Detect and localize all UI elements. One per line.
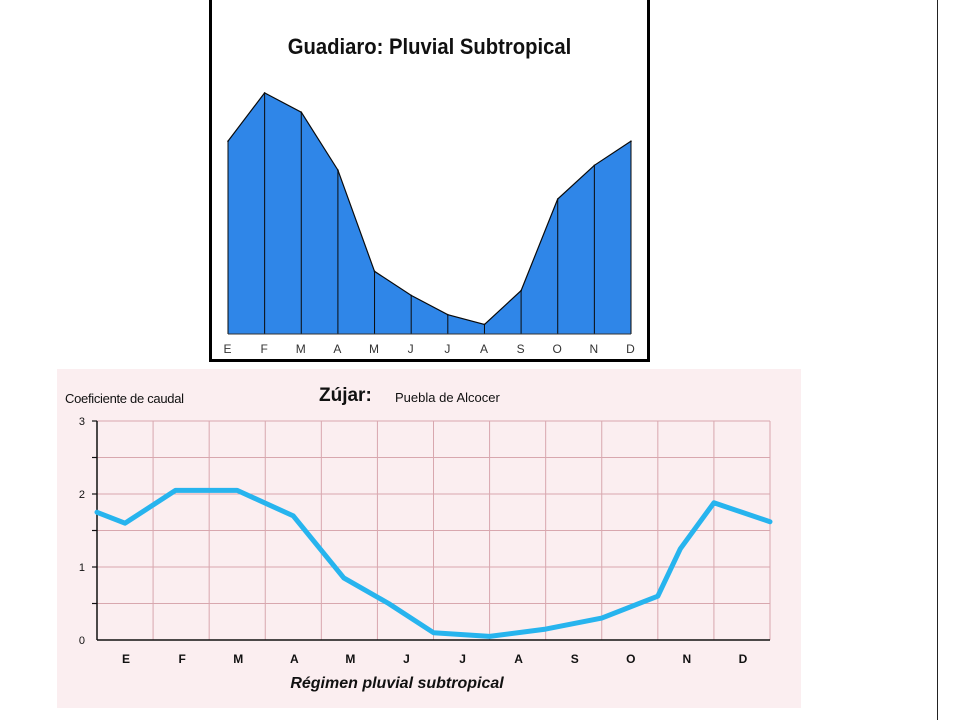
zujar-x-tick-label: J	[403, 652, 410, 666]
zujar-x-tick-label: S	[571, 652, 579, 666]
zujar-chart-plot: 0 1 2 3 E F M A M J J A S O N D	[79, 416, 773, 666]
guadiaro-x-tick-label: E	[223, 342, 232, 356]
guadiaro-x-tick-label: D	[626, 342, 636, 356]
guadiaro-x-tick-label: F	[260, 342, 268, 356]
guadiaro-x-tick-label: A	[333, 342, 342, 356]
guadiaro-chart-title: Guadiaro: Pluvial Subtropical	[287, 34, 572, 59]
zujar-y-tick-label: 2	[79, 489, 85, 501]
guadiaro-x-tick-label: S	[517, 342, 526, 356]
zujar-chart-subtitle: Puebla de Alcocer	[395, 390, 500, 405]
zujar-chart-title: Zújar:	[319, 385, 372, 406]
zujar-y-tick-label: 0	[79, 635, 85, 647]
guadiaro-x-tick-label: N	[590, 342, 600, 356]
zujar-chart: 0 1 2 3 E F M A M J J A S O N D Coeficiente de caudal Z…	[57, 369, 801, 708]
zujar-x-tick-label: N	[683, 652, 692, 666]
guadiaro-x-tick-label: M	[369, 342, 380, 356]
guadiaro-x-tick-label: J	[444, 342, 451, 356]
guadiaro-outline	[227, 92, 632, 326]
zujar-x-tick-label: F	[178, 652, 185, 666]
zujar-x-tick-label: E	[122, 652, 130, 666]
zujar-y-tick-label: 3	[79, 416, 85, 428]
guadiaro-x-tick-label: O	[553, 342, 563, 356]
zujar-x-tick-label: O	[626, 652, 635, 666]
zujar-y-tick-label: 1	[79, 562, 85, 574]
guadiaro-area-fill	[228, 92, 631, 335]
page-frame-border	[937, 0, 938, 720]
zujar-x-tick-label: D	[739, 652, 748, 666]
zujar-y-axis-label: Coeficiente de caudal	[65, 391, 184, 406]
guadiaro-x-tick-label: M	[296, 342, 307, 356]
zujar-x-tick-label: M	[345, 652, 355, 666]
guadiaro-chart: E F M A M J J A S O N D Guadiaro: Pluvial Subtropic…	[209, 0, 650, 362]
zujar-x-axis-label: Régimen pluvial subtropical	[290, 675, 504, 692]
guadiaro-x-tick-label: J	[408, 342, 415, 356]
zujar-x-tick-label: M	[233, 652, 243, 666]
zujar-x-tick-label: J	[459, 652, 466, 666]
zujar-x-tick-label: A	[514, 652, 523, 666]
guadiaro-x-tick-label: A	[480, 342, 489, 356]
zujar-x-tick-label: A	[290, 652, 299, 666]
zujar-flow-line	[94, 487, 773, 639]
